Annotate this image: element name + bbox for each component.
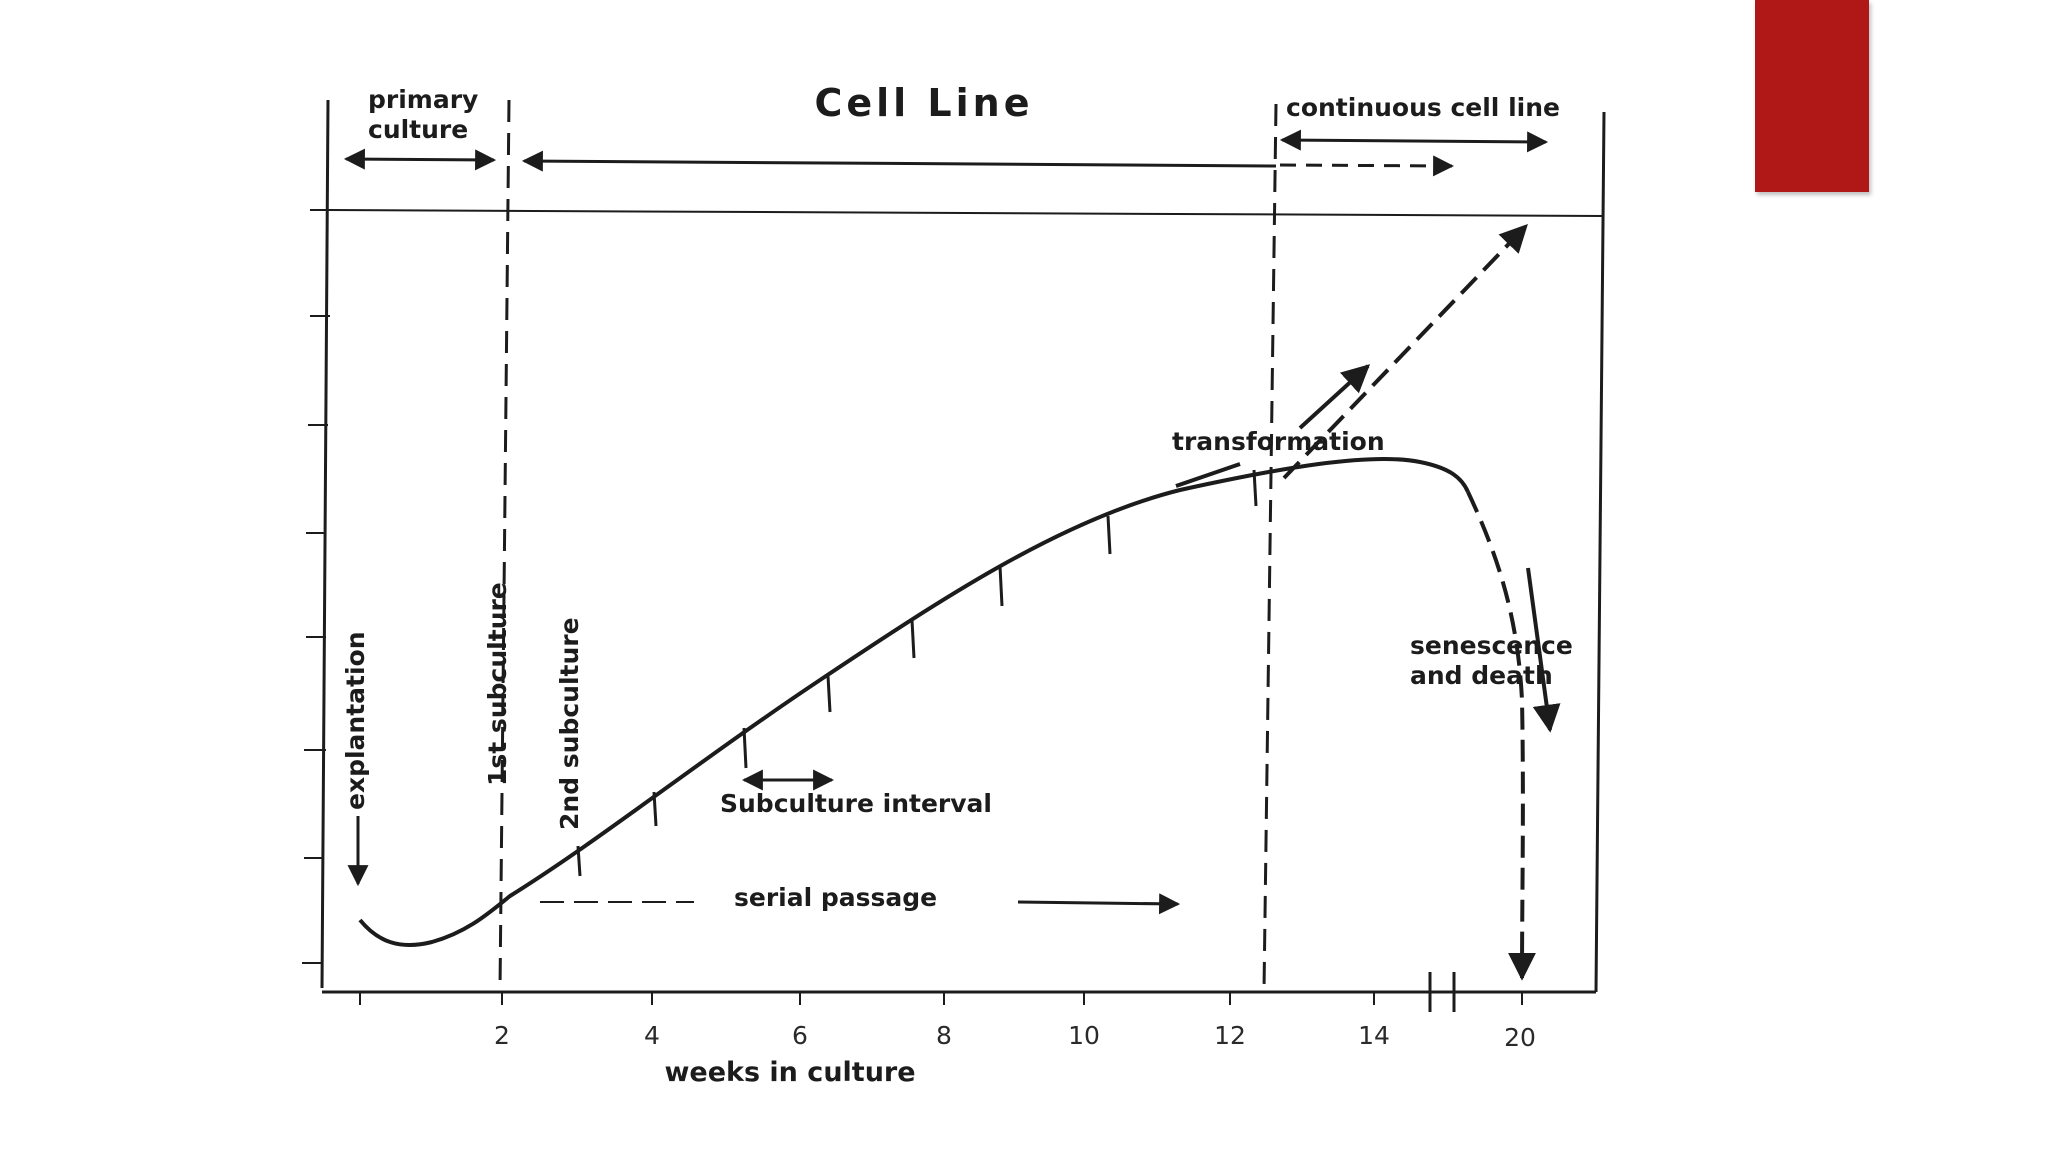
serial-passage-label: serial passage: [734, 883, 937, 912]
transformation-dashed-arrow: [1282, 223, 1528, 480]
continuous-cell-line-arrow: [1279, 129, 1549, 153]
senescence-dashed-curve: [1466, 491, 1537, 981]
passage-marks: [576, 469, 1258, 877]
transformation-label: transformation: [1172, 427, 1385, 456]
y-axis-line: [320, 99, 330, 989]
second-subculture-label: 2nd subculture: [555, 617, 584, 830]
x-tick-label: 8: [936, 1021, 952, 1050]
first-subculture-label: 1st subculture: [483, 582, 512, 786]
y-axis-ticks: [302, 209, 330, 964]
diagram-title: Cell Line: [814, 81, 1033, 125]
x-tick-label: 4: [644, 1021, 660, 1050]
growth-curve: [358, 456, 1470, 947]
top-frame-line: [327, 209, 1605, 217]
x-axis-title: weeks in culture: [664, 1057, 915, 1088]
continuous-cell-line-label: continuous cell line: [1286, 93, 1560, 122]
continuous-dashed-arrow: [1279, 155, 1455, 177]
x-tick-label: 20: [1504, 1023, 1536, 1052]
x-tick-label: 6: [792, 1021, 808, 1050]
serial-passage-arrow: [1017, 893, 1181, 915]
transformation-divider: [1262, 103, 1278, 991]
first-subculture-divider: [498, 99, 511, 991]
right-border-line: [1594, 111, 1606, 993]
x-tick-label: 14: [1358, 1021, 1390, 1050]
explantation-label: explantation: [341, 631, 370, 810]
red-accent-block: [1755, 0, 1869, 192]
subculture-interval-label: Subculture interval: [720, 789, 992, 818]
transformation-dash-mark: [1175, 462, 1241, 488]
primary-culture-label: primary culture: [368, 85, 487, 144]
x-tick-label: 2: [494, 1021, 510, 1050]
axis-break: [1428, 972, 1456, 1012]
senescence-arrow: [1526, 567, 1561, 733]
x-axis-ticks: [359, 992, 1523, 1005]
senescence-label: senescence and death: [1410, 631, 1582, 690]
cell-line-span-arrow: [521, 150, 1277, 172]
transformation-solid-arrow: [1298, 364, 1371, 430]
primary-culture-arrow: [343, 148, 497, 171]
x-tick-label: 10: [1068, 1021, 1100, 1050]
x-tick-label: 12: [1214, 1021, 1246, 1050]
